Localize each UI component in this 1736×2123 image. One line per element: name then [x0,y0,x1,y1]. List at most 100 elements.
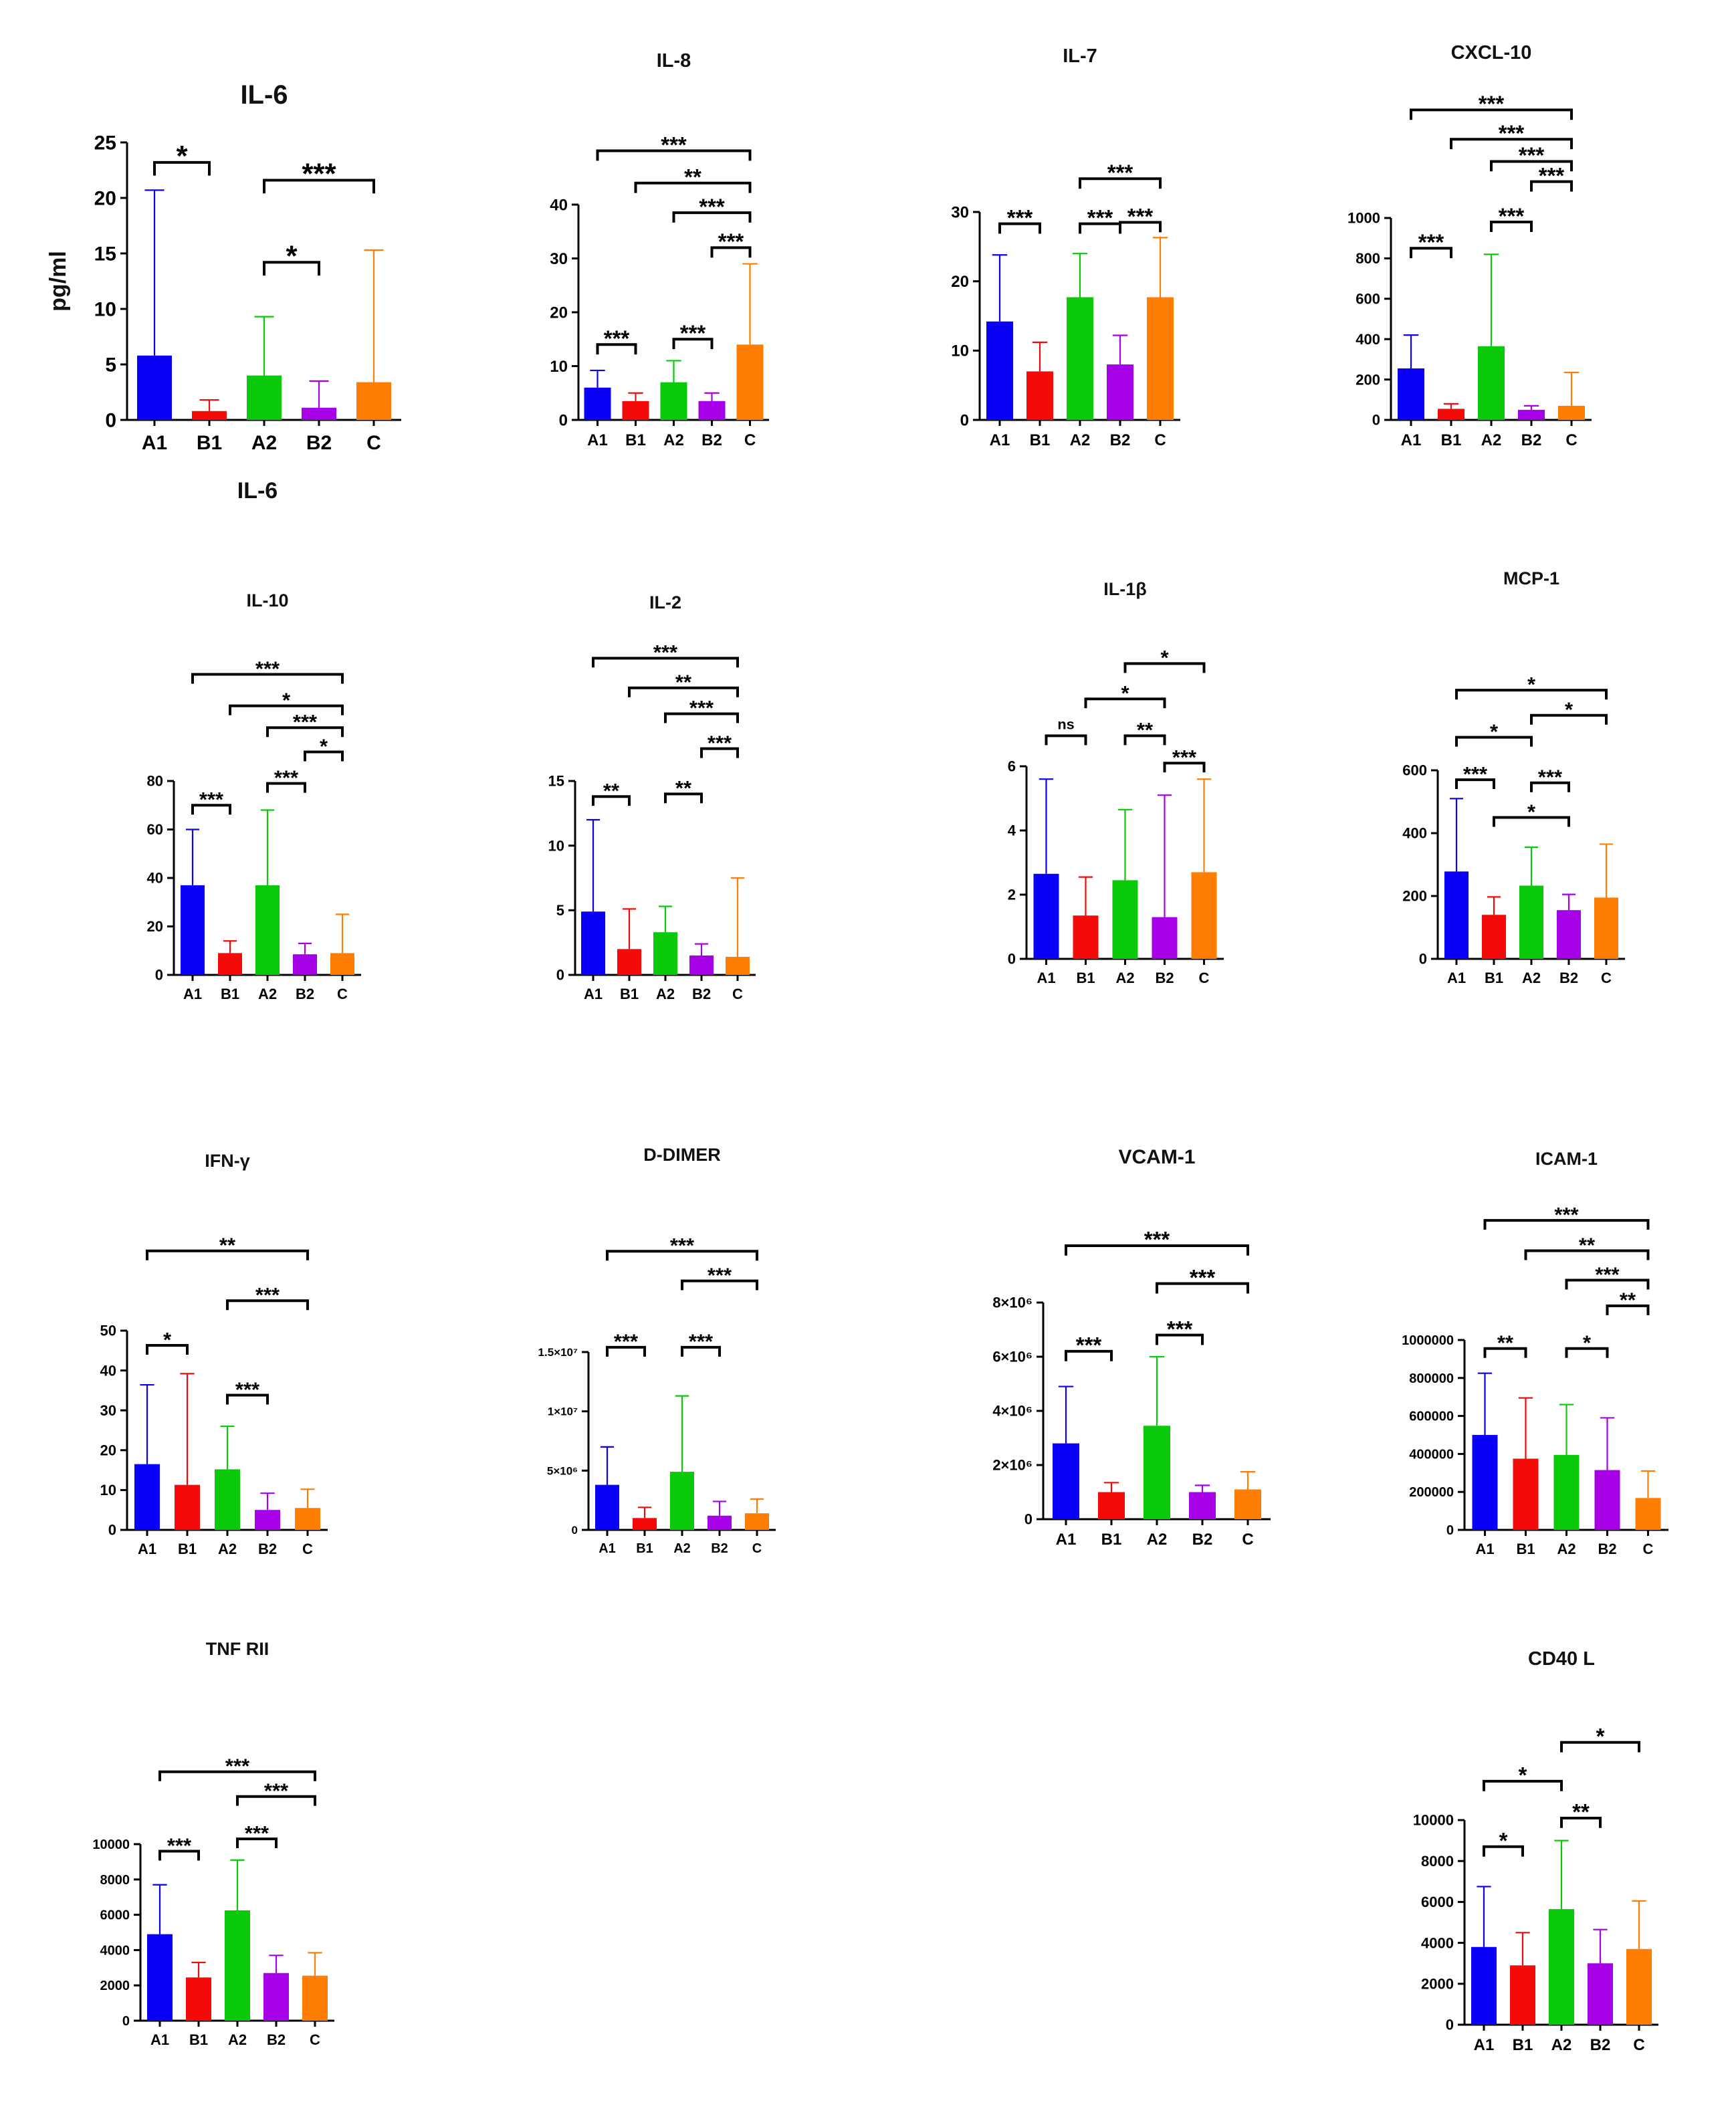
category-label: C [732,986,743,1002]
category-label: B2 [1155,970,1174,986]
error-bar [1554,1839,1569,1910]
significance-bracket [1156,1333,1204,1345]
y-tick-label: 50 [100,1323,116,1339]
error-bar [1032,341,1048,372]
category-label: C [1601,970,1612,986]
y-tick-label: 0 [572,1524,578,1537]
significance-label: ** [1620,1289,1636,1312]
significance-bracket [263,179,375,194]
y-tick-label: 10 [951,342,969,360]
significance-label: *** [689,1330,714,1353]
bar-b2 [1107,364,1133,420]
significance-label: * [1490,719,1499,743]
bar-a2 [225,1910,250,2021]
bar-b2 [1189,1492,1216,1519]
error-bar [675,1395,689,1472]
chart-title: IL-10 [246,590,288,610]
bar-b1 [1438,409,1464,420]
significance-bracket [1065,1244,1249,1256]
y-tick-label: 10 [100,1482,116,1498]
significance-label: ** [684,164,701,189]
bar-c [302,1975,328,2021]
category-label: C [744,431,756,449]
bar-b2 [698,401,726,420]
chart-title: IL-7 [1063,45,1097,67]
category-label: B2 [1559,970,1578,986]
category-label: A1 [584,986,603,1002]
significance-bracket [664,712,739,723]
bar-a1 [1053,1443,1079,1519]
category-label: B1 [1441,431,1462,449]
significance-label: * [282,688,291,711]
significance-bracket [700,747,739,758]
bar-a1 [581,911,605,975]
y-tick-label: 200000 [1409,1485,1454,1500]
significance-label: ** [603,779,620,802]
significance-label: *** [1167,1317,1193,1341]
bar-c [356,382,391,420]
bar-b2 [1588,1963,1613,2025]
significance-label: *** [274,766,299,789]
significance-label: *** [199,788,224,811]
significance-label: *** [1190,1265,1216,1290]
significance-bracket [1455,778,1495,790]
significance-label: * [320,734,328,758]
category-label: B2 [711,1541,728,1556]
bar-b1 [1513,1458,1539,1530]
y-tick-label: 200 [1402,888,1427,905]
bar-b1 [192,411,227,420]
significance-bracket [592,657,739,668]
significance-bracket [1123,662,1206,673]
significance-label: *** [225,1755,250,1778]
chart-title: IFN-γ [205,1151,250,1171]
y-tick-label: 800000 [1409,1371,1454,1386]
error-bar [180,1373,195,1485]
category-label: B1 [1516,1541,1535,1557]
y-tick-label: 400000 [1409,1447,1454,1462]
bar-a2 [215,1469,240,1530]
category-label: C [310,2031,320,2048]
y-tick-label: 20 [147,918,163,935]
bar-b1 [1073,915,1099,959]
significance-label: *** [670,1234,695,1257]
category-label: A2 [228,2031,247,2048]
bar-b2 [302,407,336,420]
error-bar [1449,798,1464,872]
category-label: A1 [183,986,202,1002]
bar-b2 [263,1973,289,2021]
bar-a2 [1549,1909,1574,2025]
significance-label: *** [689,696,714,719]
bar-c [745,1513,769,1530]
error-bar [298,942,312,955]
significance-label: ** [219,1234,236,1257]
y-tick-label: 30 [550,250,568,268]
bar-b1 [617,949,641,975]
category-label: B1 [1101,1531,1122,1549]
significance-bracket [998,222,1041,234]
category-label: A1 [990,431,1010,449]
error-bar [364,249,384,382]
category-label: B1 [1513,2036,1533,2054]
significance-label: *** [302,157,336,190]
bar-a1 [1033,873,1059,959]
significance-label: *** [245,1821,269,1845]
y-tick-label: 400 [1355,331,1380,348]
significance-bracket [1565,1278,1650,1290]
error-bar [666,360,681,382]
y-tick-label: 400 [1402,825,1427,842]
significance-label: *** [1418,230,1444,255]
y-tick-label: 0 [559,411,568,429]
significance-label: *** [653,641,678,664]
significance-label: *** [604,326,630,351]
error-bar [254,316,274,376]
category-label: B1 [197,432,222,454]
error-bar [1518,1397,1533,1459]
significance-bracket [304,750,344,762]
category-label: A1 [599,1541,616,1556]
significance-label: * [1527,673,1536,696]
significance-bracket [158,1770,316,1781]
